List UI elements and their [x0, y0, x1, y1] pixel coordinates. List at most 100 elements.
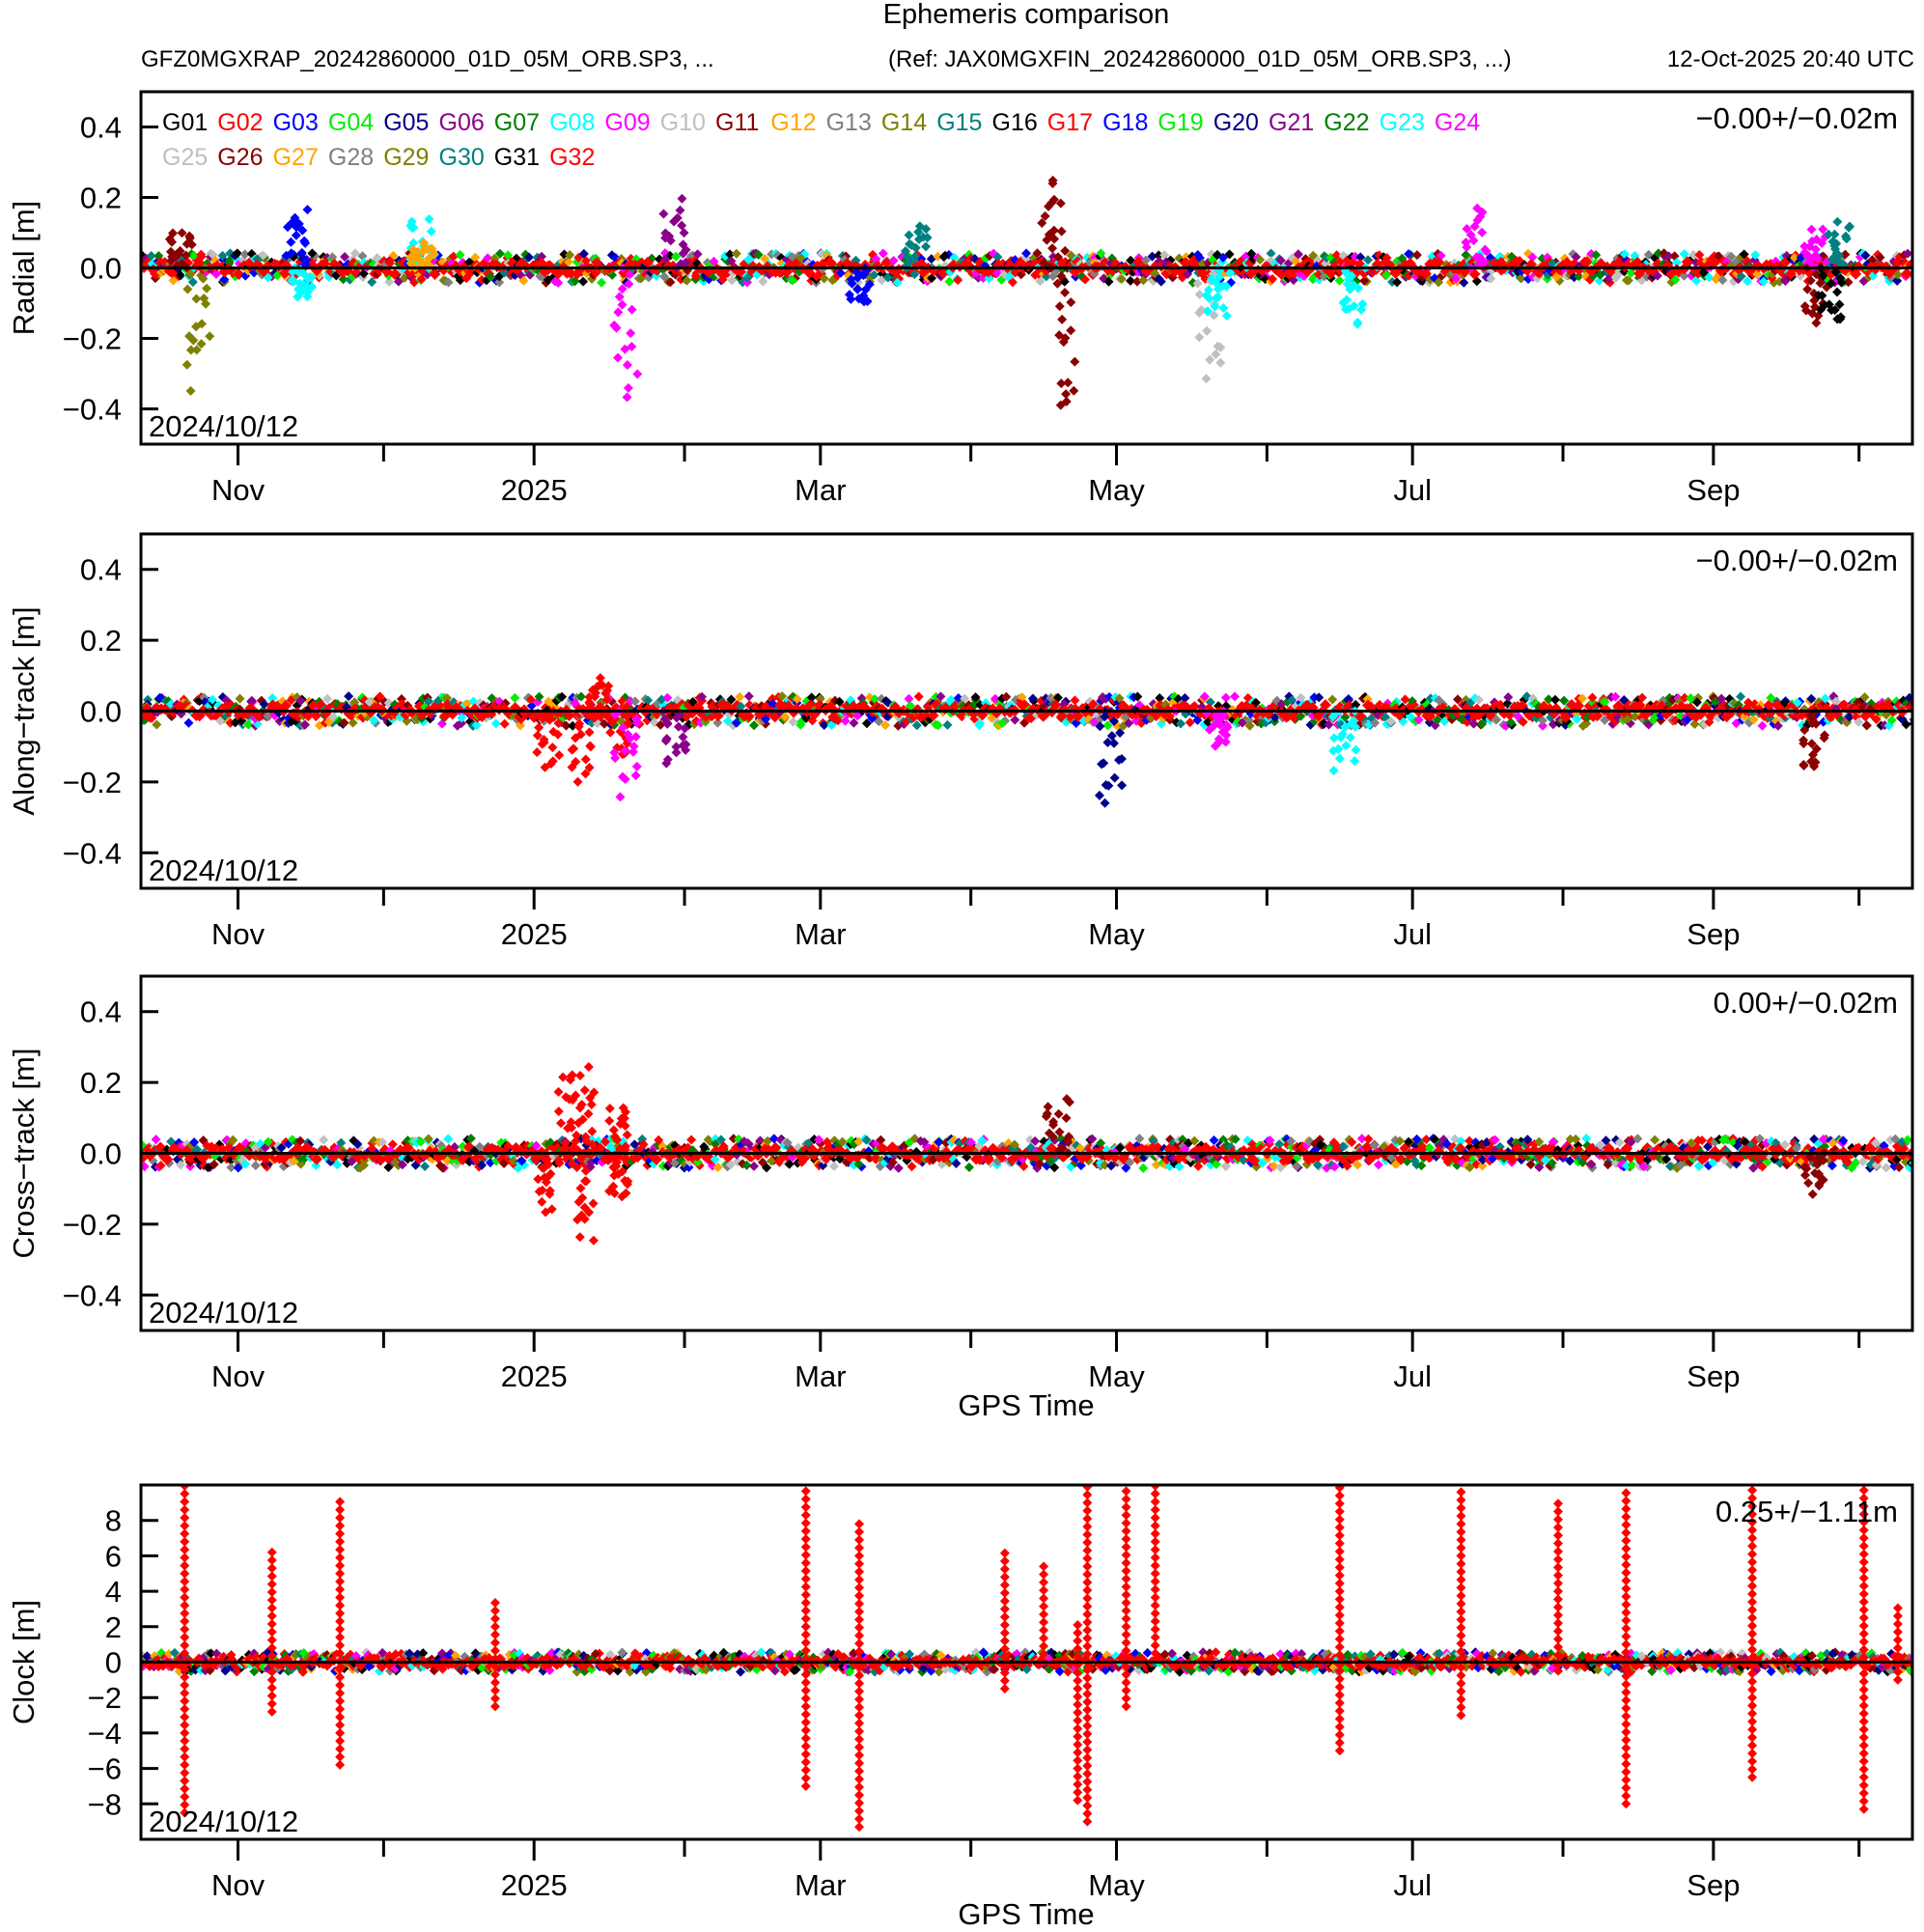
- event-point: [1480, 244, 1491, 255]
- data-point: [1875, 252, 1885, 263]
- event-point: [1461, 238, 1471, 248]
- event-point: [1102, 737, 1113, 747]
- data-point: [1806, 693, 1817, 704]
- legend-entry-g18: G18: [1102, 109, 1148, 136]
- data-point: [1017, 691, 1027, 702]
- data-point: [226, 1162, 237, 1173]
- event-point: [622, 360, 632, 371]
- legend-entry-g07: G07: [494, 109, 540, 136]
- data-point: [1670, 715, 1681, 726]
- legend-entry-g23: G23: [1380, 109, 1425, 136]
- event-point: [181, 250, 191, 261]
- data-point: [486, 1142, 498, 1155]
- data-point: [761, 714, 771, 724]
- y-tick-label: −0.2: [63, 322, 122, 356]
- event-point: [625, 269, 635, 280]
- data-point: [861, 718, 872, 729]
- data-point: [448, 251, 459, 262]
- data-point: [155, 1161, 166, 1171]
- data-point: [310, 710, 322, 722]
- event-point: [552, 729, 563, 740]
- data-point: [1134, 1134, 1145, 1144]
- data-point: [559, 249, 570, 260]
- event-point: [1205, 354, 1215, 365]
- data-point: [276, 1142, 287, 1153]
- data-point: [741, 1160, 752, 1170]
- data-point: [861, 1134, 872, 1145]
- event-point: [618, 722, 628, 733]
- data-point: [806, 692, 817, 703]
- data-point: [758, 276, 768, 287]
- event-point: [1811, 743, 1822, 754]
- data-point: [1313, 1160, 1324, 1170]
- data-point: [563, 257, 573, 267]
- data-point: [1513, 712, 1523, 722]
- data-point: [455, 250, 465, 261]
- data-point: [348, 717, 358, 728]
- data-point: [1637, 692, 1648, 703]
- event-point: [547, 742, 558, 753]
- data-point: [655, 719, 666, 730]
- data-point: [1269, 713, 1280, 723]
- data-point: [1544, 694, 1554, 705]
- data-point: [942, 719, 953, 730]
- event-point: [584, 697, 595, 708]
- x-tick-label: May: [1088, 917, 1145, 951]
- data-point: [1280, 711, 1293, 723]
- event-point: [1351, 744, 1361, 755]
- data-point: [997, 1153, 1008, 1163]
- data-point: [892, 277, 903, 288]
- event-point: [1221, 281, 1232, 292]
- event-point: [1209, 310, 1219, 321]
- data-point: [1001, 691, 1012, 702]
- data-point: [1453, 694, 1464, 705]
- data-point: [913, 1153, 926, 1165]
- data-point: [258, 250, 268, 261]
- data-point: [152, 719, 162, 730]
- data-point: [375, 691, 385, 702]
- event-point: [1040, 210, 1050, 221]
- event-point: [626, 328, 636, 339]
- x-tick-label: Sep: [1687, 473, 1740, 507]
- event-point: [852, 272, 863, 283]
- data-point: [578, 248, 589, 259]
- event-point: [1799, 739, 1809, 749]
- data-point: [516, 1156, 527, 1166]
- event-point: [1225, 267, 1236, 278]
- data-point: [187, 277, 198, 288]
- data-point: [893, 1162, 904, 1173]
- data-point: [935, 691, 946, 702]
- legend-entry-g19: G19: [1157, 109, 1203, 136]
- event-point: [1201, 374, 1212, 384]
- event-point: [1335, 732, 1346, 742]
- data-point: [600, 718, 610, 729]
- event-point: [303, 274, 314, 285]
- event-point: [620, 344, 630, 354]
- data-point: [1246, 248, 1257, 259]
- data-point: [1102, 720, 1113, 731]
- event-point: [1052, 252, 1063, 263]
- event-point: [1844, 221, 1854, 232]
- data-point: [503, 1141, 514, 1152]
- event-point: [681, 257, 691, 267]
- y-tick-label: 0.0: [80, 695, 122, 729]
- data-point: [1385, 716, 1396, 727]
- data-point: [933, 720, 943, 731]
- event-point: [627, 304, 637, 315]
- data-point: [827, 275, 838, 286]
- event-point: [1066, 325, 1076, 336]
- data-point: [1266, 248, 1276, 259]
- data-point: [534, 691, 544, 702]
- data-point: [1096, 1137, 1106, 1148]
- event-point: [1063, 378, 1074, 388]
- data-point: [953, 275, 963, 286]
- data-point: [494, 248, 505, 259]
- data-point: [537, 251, 547, 262]
- event-point: [296, 247, 307, 258]
- data-point: [748, 1161, 759, 1171]
- event-point: [914, 221, 925, 232]
- data-point: [927, 273, 937, 284]
- event-point: [1215, 342, 1226, 352]
- event-point: [191, 294, 202, 304]
